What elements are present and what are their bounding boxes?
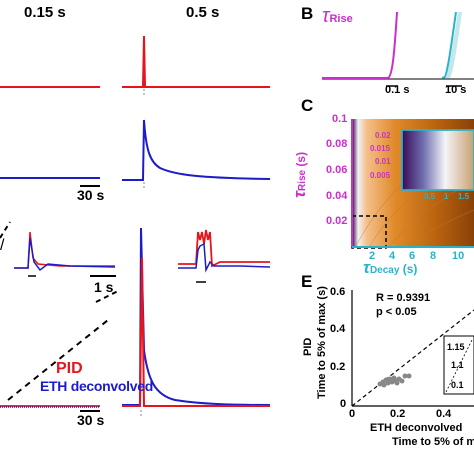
panel-e-ytick-1: 0.4 — [330, 323, 346, 335]
decay-curve-shade — [445, 12, 462, 78]
panel-e-y-label-1: PID — [302, 337, 314, 356]
heatmap-c-inset — [401, 129, 474, 191]
zoom-dash-left — [0, 221, 11, 239]
panel-e-x-label-1: ETH deconvolved — [370, 422, 463, 434]
panel-c-x-tau: τ — [363, 258, 370, 277]
eth-trace-row4-right — [122, 227, 271, 406]
panel-c-xtick-4: 10 — [452, 250, 465, 262]
panel-label-c: C — [301, 96, 314, 115]
panel-b-tau: τ — [322, 5, 330, 27]
panel-e-x-label-2: Time to 5% of m — [392, 436, 474, 448]
panel-e-inset-tick-2: 0.1 — [451, 380, 464, 390]
panel-e-inset — [443, 335, 474, 395]
scalebar-30s-top-label: 30 s — [77, 187, 105, 203]
panel-c-inset-xtick-1: 1 — [444, 192, 449, 201]
panel-c-inset-ytick-0: 0.02 — [375, 131, 391, 140]
scalebar-1s-label: 1 s — [94, 279, 114, 295]
panel-e-ytick-2: 0.2 — [330, 361, 346, 373]
panel-c-ytick-3: 0.04 — [326, 190, 348, 202]
panel-e-inset-line — [445, 339, 473, 393]
panel-b-tau-rise: τRise — [322, 5, 353, 28]
panel-c-ytick-4: 0.02 — [326, 215, 348, 227]
panel-c-inset-xtick-0: 0.5 — [424, 192, 436, 201]
panel-b-tick2: 10 s — [445, 84, 467, 96]
legend-pid: PID — [56, 360, 83, 377]
panel-c-y-label: τRise (s) — [290, 152, 310, 198]
eth-trace-row2-right — [122, 119, 271, 181]
panel-c-inset-ytick-1: 0.015 — [370, 144, 391, 153]
panel-c-y-tau: τ — [290, 191, 309, 198]
zoom-dash-mid — [95, 289, 121, 303]
panel-e-r-text: R = 0.9391 — [376, 292, 431, 304]
panel-e-points — [377, 373, 412, 388]
decay-curve — [441, 11, 457, 79]
panel-e-y-label-2: Time to 5% of max (s) — [316, 286, 328, 399]
panel-e-identity-line — [351, 309, 474, 407]
panel-c-y-sub: Rise — [297, 169, 308, 192]
time-label-0-15s: 0.15 s — [24, 4, 66, 21]
panel-e-xtick-2: 0.4 — [436, 408, 452, 420]
panel-c-xtick-3: 8 — [430, 250, 437, 262]
heatmap-c-inset-frame — [401, 129, 474, 191]
panel-c-ytick-2: 0.06 — [326, 164, 348, 176]
panel-e-ytick-0: 0.6 — [330, 286, 346, 298]
panel-e-inset-tick-0: 1.15 — [447, 342, 465, 352]
panel-e-inset-tick-1: 1.1 — [451, 360, 464, 370]
time-label-0-5s: 0.5 s — [186, 4, 220, 21]
panel-label-e: E — [301, 272, 313, 291]
panel-label-b: B — [301, 4, 314, 23]
panel-e-xtick-1: 0.2 — [390, 408, 406, 420]
pid-trace-row4-right — [122, 257, 270, 407]
eth-trace-row3-right — [178, 242, 271, 273]
panel-e-ytick-3: 0 — [340, 398, 347, 410]
legend-eth: ETH deconvolved — [40, 378, 153, 394]
panel-c-xtick-1: 4 — [389, 250, 396, 262]
panel-c-inset-ytick-2: 0.01 — [375, 157, 391, 166]
panel-c-ytick-1: 0.08 — [326, 138, 348, 150]
panel-c-xtick-0: 2 — [369, 250, 376, 262]
panel-b-tick1: 0.1 s — [385, 84, 410, 96]
panel-c-x-label: τDecay (s) — [363, 258, 417, 278]
panel-c-ytick-0: 0.1 — [332, 113, 348, 125]
rise-curve — [322, 11, 398, 79]
panel-c-inset-ytick-3: 0.005 — [370, 171, 391, 180]
panel-e-p-text: p < 0.05 — [376, 306, 417, 318]
panel-c-x-sub: Decay — [369, 265, 400, 276]
zoom-slash: / — [0, 237, 5, 254]
eth-trace-row3-left — [14, 237, 116, 272]
pid-trace-row1-right — [122, 35, 270, 88]
panel-c-inset-xtick-2: 1.5 — [458, 192, 470, 201]
panel-c-y-unit: (s) — [294, 151, 308, 167]
panel-c-x-unit: (s) — [402, 262, 418, 276]
panel-e-xtick-0: 0 — [349, 408, 356, 420]
panel-b-tau-sub: Rise — [329, 13, 353, 25]
scalebar-30s-bottom-label: 30 s — [77, 412, 105, 428]
pid-trace-row3-right — [178, 229, 270, 268]
panel-c-xtick-2: 6 — [409, 250, 416, 262]
